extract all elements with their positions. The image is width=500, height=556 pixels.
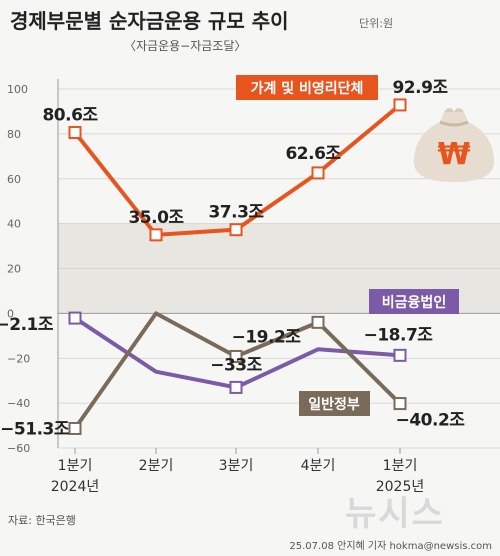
svg-text:₩: ₩: [437, 137, 470, 172]
y-axis-ticks: −60 −40 −20 0 20 40 60 80 100: [7, 83, 30, 455]
chart-title: 경제부문별 순자금운용 규모 추이: [10, 9, 289, 33]
data-point: [393, 397, 407, 411]
data-point: [311, 166, 325, 180]
x-tick-label: 1분기: [383, 458, 418, 474]
x-tick-label: 4분기: [301, 458, 336, 474]
data-labels: 80.6조 35.0조 37.3조 62.6조 92.9조 −2.1조 −33조 −18.7조…: [0, 78, 466, 440]
data-label: 92.9조: [392, 78, 448, 98]
legend-household-label: 가계 및 비영리단체: [251, 80, 364, 97]
x-tick-label: 3분기: [219, 458, 254, 474]
data-label: −40.2조: [396, 411, 466, 431]
data-label: 37.3조: [208, 203, 264, 223]
y-tick-label: 100: [7, 83, 28, 96]
legend-household: 가계 및 비영리단체: [236, 75, 378, 100]
x-tick-label-year: 2024년: [51, 479, 100, 495]
y-tick-label: 80: [7, 128, 21, 141]
legend-corporate: 비금융법인: [369, 289, 459, 314]
y-tick-label: −40: [7, 397, 30, 410]
data-label: −2.1조: [0, 315, 54, 335]
y-tick-label: −60: [7, 442, 30, 455]
data-label: −33조: [210, 355, 262, 375]
y-tick-label: 20: [7, 263, 21, 276]
unit-label: 단위:원: [359, 17, 393, 30]
y-tick-label: 40: [7, 218, 21, 231]
data-label: −51.3조: [0, 419, 70, 439]
data-label: 62.6조: [285, 144, 341, 164]
data-point: [311, 315, 325, 329]
data-point: [68, 126, 82, 140]
data-point: [149, 228, 163, 242]
data-point: [229, 380, 243, 394]
legend-corporate-label: 비금융법인: [382, 294, 446, 311]
data-point: [393, 98, 407, 112]
x-tick-label: 2분기: [139, 458, 174, 474]
watermark: 뉴시스: [345, 494, 445, 534]
x-axis-labels: 1분기 2024년 2분기 3분기 4분기 1분기 2025년: [51, 448, 425, 495]
data-label: −18.7조: [364, 325, 434, 345]
y-tick-label: 0: [7, 307, 14, 320]
data-point: [68, 421, 82, 435]
chart-subtitle: 〈자금운용−자금조달〉: [124, 39, 246, 53]
y-tick-label: 60: [7, 173, 21, 186]
x-tick-label: 1분기: [58, 458, 93, 474]
data-point: [68, 311, 82, 325]
x-tick-label-year: 2025년: [376, 479, 425, 495]
money-bag-icon: ₩: [414, 108, 494, 182]
data-point: [393, 348, 407, 362]
legend-government: 일반정부: [299, 391, 370, 416]
y-tick-label: −20: [7, 352, 30, 365]
data-point: [229, 349, 243, 363]
data-point: [229, 223, 243, 237]
series-layer: [68, 98, 407, 435]
data-label: 80.6조: [42, 106, 98, 126]
footer-credit: 25.07.08 안지혜 기자 hokma@newsis.com: [289, 540, 492, 552]
legend-government-label: 일반정부: [308, 396, 360, 413]
source-note: 자료: 한국은행: [8, 514, 76, 527]
data-label: −19.2조: [232, 327, 302, 347]
data-label: 35.0조: [128, 208, 184, 228]
